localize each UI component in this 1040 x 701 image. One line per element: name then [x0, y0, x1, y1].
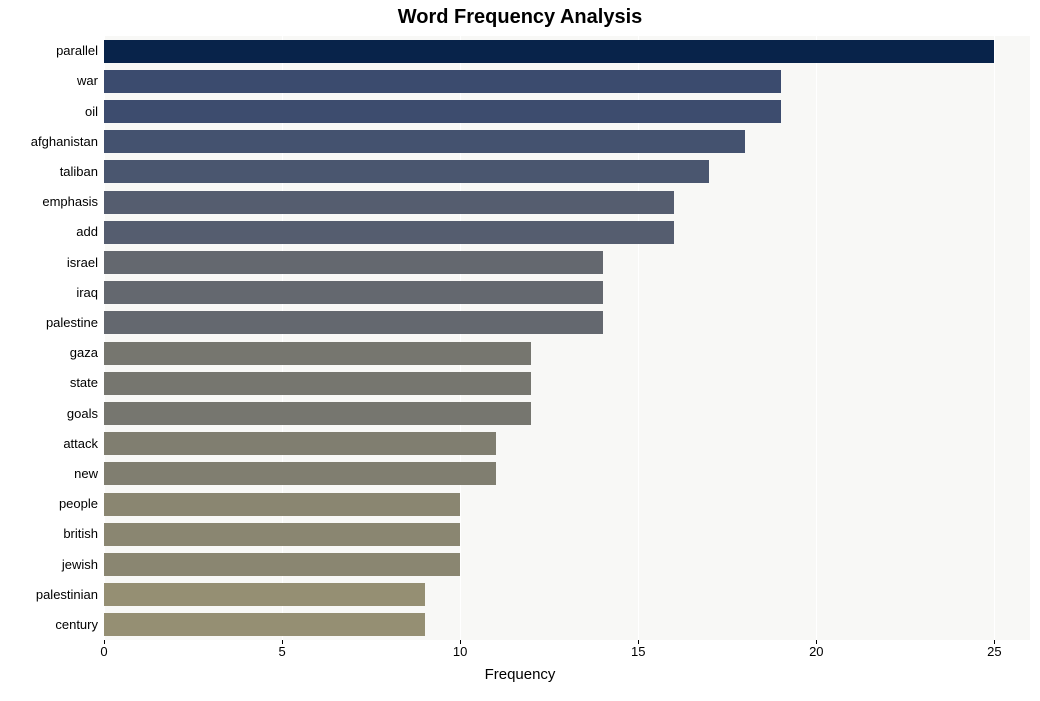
- bar: [104, 70, 781, 93]
- ytick-label: add: [0, 221, 98, 243]
- bar: [104, 130, 745, 153]
- bar: [104, 40, 994, 63]
- bar: [104, 432, 496, 455]
- ytick-label: goals: [0, 403, 98, 425]
- xtick-label: 15: [631, 644, 645, 659]
- bar: [104, 100, 781, 123]
- grid-line: [994, 36, 995, 640]
- xtick-label: 5: [278, 644, 285, 659]
- ytick-label: century: [0, 614, 98, 636]
- bar: [104, 342, 531, 365]
- ytick-label: british: [0, 523, 98, 545]
- ytick-label: people: [0, 493, 98, 515]
- ytick-label: emphasis: [0, 191, 98, 213]
- xtick-label: 25: [987, 644, 1001, 659]
- grid-line: [282, 36, 283, 640]
- grid-line: [816, 36, 817, 640]
- plot-area: [104, 36, 1030, 640]
- bar: [104, 191, 674, 214]
- ytick-label: afghanistan: [0, 131, 98, 153]
- ytick-label: attack: [0, 433, 98, 455]
- bar: [104, 523, 460, 546]
- ytick-label: gaza: [0, 342, 98, 364]
- ytick-label: war: [0, 70, 98, 92]
- xtick-label: 20: [809, 644, 823, 659]
- bar: [104, 493, 460, 516]
- bar: [104, 402, 531, 425]
- ytick-label: israel: [0, 252, 98, 274]
- bar: [104, 221, 674, 244]
- grid-line: [460, 36, 461, 640]
- bar: [104, 372, 531, 395]
- bar: [104, 553, 460, 576]
- grid-line: [638, 36, 639, 640]
- ytick-label: iraq: [0, 282, 98, 304]
- xtick-label: 0: [100, 644, 107, 659]
- bar: [104, 281, 603, 304]
- ytick-label: taliban: [0, 161, 98, 183]
- chart-title: Word Frequency Analysis: [0, 6, 1040, 29]
- bar: [104, 613, 425, 636]
- ytick-label: jewish: [0, 554, 98, 576]
- bar: [104, 251, 603, 274]
- ytick-label: palestinian: [0, 584, 98, 606]
- grid-line: [104, 36, 105, 640]
- chart-container: Word Frequency Analysis Frequency 0 5 10 15…: [0, 0, 1040, 701]
- ytick-label: new: [0, 463, 98, 485]
- bar: [104, 160, 709, 183]
- xtick-label: 10: [453, 644, 467, 659]
- bar: [104, 583, 425, 606]
- ytick-label: parallel: [0, 40, 98, 62]
- bar: [104, 311, 603, 334]
- ytick-label: palestine: [0, 312, 98, 334]
- x-axis-label: Frequency: [0, 666, 1040, 683]
- ytick-label: state: [0, 372, 98, 394]
- bar: [104, 462, 496, 485]
- ytick-label: oil: [0, 101, 98, 123]
